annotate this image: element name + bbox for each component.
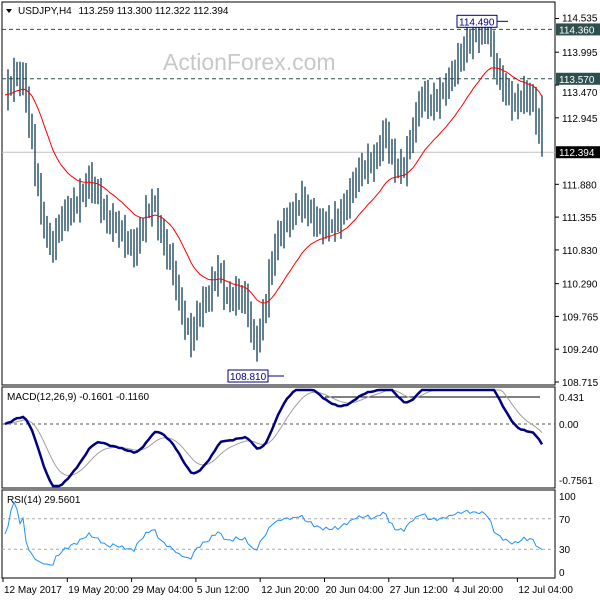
time-tick-label: 29 May 04:00 bbox=[133, 585, 194, 596]
time-tick-label: 12 Jun 20:00 bbox=[261, 585, 319, 596]
price-tick-label: 113.995 bbox=[562, 48, 598, 59]
macd-tick-label: 0.431 bbox=[559, 393, 584, 404]
price-tick-label: 109.240 bbox=[562, 345, 599, 356]
rsi-tick-label: 0 bbox=[559, 568, 565, 579]
price-tick-label: 110.830 bbox=[562, 246, 598, 257]
rsi-tick-label: 100 bbox=[559, 492, 576, 503]
macd-label: MACD(12,26,9) -0.1601 -0.1160 bbox=[7, 392, 150, 403]
time-tick-label: 5 Jun 12:00 bbox=[197, 585, 250, 596]
time-tick-label: 12 Jul 04:00 bbox=[518, 585, 573, 596]
time-tick-label: 27 Jun 12:00 bbox=[390, 585, 448, 596]
low-annotation: 108.810 bbox=[230, 372, 267, 383]
rsi-line bbox=[4, 500, 543, 566]
level-label: 113.570 bbox=[559, 75, 595, 86]
price-tick-label: 108.715 bbox=[562, 378, 599, 389]
price-tick-label: 111.355 bbox=[562, 213, 597, 224]
price-tick-label: 111.880 bbox=[562, 180, 597, 191]
main-panel bbox=[1, 1, 556, 386]
current-price-box bbox=[556, 146, 600, 159]
rsi-tick-label: 70 bbox=[559, 515, 571, 526]
time-tick-label: 20 Jun 04:00 bbox=[326, 585, 384, 596]
macd-line bbox=[4, 388, 544, 488]
chart-header-symbol: USDJPY,H4 113.259 113.300 112.322 112.39… bbox=[18, 6, 229, 17]
rsi-tick-label: 30 bbox=[559, 545, 571, 556]
level-label: 114.360 bbox=[559, 25, 595, 36]
current-price-label: 112.394 bbox=[559, 148, 595, 159]
price-tick-label: 113.470 bbox=[562, 88, 598, 99]
time-tick-label: 12 May 2017 bbox=[4, 585, 62, 596]
macd-tick-label: -0.7561 bbox=[559, 476, 593, 487]
rsi-panel bbox=[1, 489, 556, 579]
price-tick-label: 110.290 bbox=[562, 280, 598, 291]
triangle-down-icon[interactable] bbox=[6, 9, 12, 13]
macd-tick-label: 0.00 bbox=[559, 420, 579, 431]
moving-average-line bbox=[4, 67, 543, 304]
level-box bbox=[556, 23, 600, 36]
level-box bbox=[556, 72, 600, 85]
time-tick-label: 19 May 20:00 bbox=[68, 585, 129, 596]
price-tick-label: 114.535 bbox=[562, 13, 598, 24]
watermark: ActionForex.com bbox=[163, 49, 336, 75]
price-tick-label: 109.765 bbox=[562, 312, 599, 323]
price-tick-label: 112.945 bbox=[562, 114, 598, 125]
high-annotation: 114.490 bbox=[459, 17, 495, 28]
macd-panel bbox=[1, 386, 556, 489]
rsi-label: RSI(14) 29.5601 bbox=[7, 495, 81, 506]
time-tick-label: 4 Jul 20:00 bbox=[454, 585, 503, 596]
